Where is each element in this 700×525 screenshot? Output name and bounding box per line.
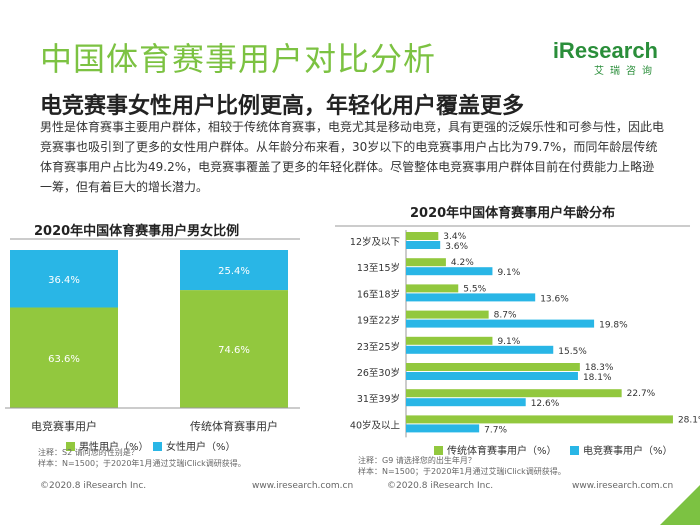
esports-data-label: 19.8% — [599, 321, 628, 331]
traditional-bar — [406, 258, 446, 267]
category-label: 12岁及以下 — [350, 236, 400, 248]
esports-bar — [406, 398, 526, 407]
traditional-bar — [406, 415, 673, 424]
traditional-bar — [406, 284, 459, 293]
gender-note-sample: 样本：N=1500；于2020年1月通过艾瑞iClick调研获得。 — [38, 459, 246, 468]
gender-chart-title-divider — [10, 238, 300, 240]
legend-swatch-traditional — [434, 446, 443, 455]
category-label: 13至15岁 — [357, 262, 400, 274]
traditional-data-label: 18.3% — [585, 363, 614, 373]
footer-url-left: www.iresearch.com.cn — [252, 481, 354, 491]
traditional-bar — [406, 232, 439, 240]
esports-data-label: 7.7% — [484, 425, 507, 435]
traditional-data-label: 5.5% — [463, 284, 486, 294]
legend-label-esports: 电竞赛事用户（%） — [583, 444, 673, 457]
male-bar-segment — [180, 290, 288, 408]
traditional-data-label: 8.7% — [494, 311, 517, 321]
esports-bar — [406, 319, 595, 328]
traditional-bar — [406, 389, 622, 398]
esports-bar — [406, 267, 493, 276]
traditional-bar — [406, 336, 493, 345]
legend-label-female: 女性用户（%） — [166, 440, 236, 453]
gender-chart-notes: 注释：S2 请问您的性别是？ 样本：N=1500；于2020年1月通过艾瑞iCl… — [38, 447, 246, 469]
age-note-question: 注释：G9 请选择您的出生年月？ — [358, 456, 476, 465]
esports-data-label: 3.6% — [445, 242, 468, 252]
page-title: 中国体育赛事用户对比分析 — [40, 40, 437, 78]
body-paragraph: 男性是体育赛事主要用户群体，相较于传统体育赛事，电竞尤其是移动电竞，具有更强的泛… — [40, 120, 665, 194]
traditional-data-label: 22.7% — [627, 389, 656, 399]
age-chart-notes: 注释：G9 请选择您的出生年月？ 样本：N=1500；于2020年1月通过艾瑞i… — [358, 455, 566, 477]
category-label: 传统体育赛事用户 — [190, 419, 278, 433]
category-label: 23至25岁 — [357, 341, 400, 353]
esports-data-label: 12.6% — [531, 399, 560, 409]
esports-data-label: 18.1% — [583, 373, 612, 383]
gender-chart-title: 2020年中国体育赛事用户男女比例 — [34, 224, 240, 239]
esports-bar — [406, 345, 554, 354]
traditional-data-label: 4.2% — [451, 258, 474, 268]
page-number: 25 — [675, 476, 692, 491]
iresearch-logo: iResearch 艾瑞咨询 — [553, 38, 658, 77]
category-label: 31至39岁 — [357, 393, 400, 405]
logo-main-text: iResearch — [552, 38, 658, 63]
age-note-sample: 样本：N=1500；于2020年1月通过艾瑞iClick调研获得。 — [358, 467, 566, 476]
traditional-bar — [406, 363, 580, 371]
legend-label-male: 男性用户（%） — [79, 440, 149, 453]
footer-copyright-right: ©2020.8 iResearch Inc. — [387, 481, 494, 491]
age-distribution-chart: 12岁及以下 3.4%3.6% 13至15岁 4.2% 9.1% 16至18岁 5.5% 13… — [350, 230, 700, 457]
age-chart-title-divider — [335, 225, 690, 227]
footer-copyright-left: ©2020.8 iResearch Inc. — [40, 481, 147, 491]
category-label: 电竞赛事用户 — [31, 419, 97, 433]
traditional-data-label: 28.1% — [678, 415, 700, 425]
category-label: 40岁及以上 — [350, 419, 401, 431]
esports-bar — [406, 424, 480, 433]
page-subtitle: 电竞赛事女性用户比例更高，年轻化用户覆盖更多 — [40, 94, 525, 119]
legend-swatch-male — [66, 442, 75, 451]
logo-sub-text: 艾瑞咨询 — [594, 66, 658, 77]
esports-bar — [406, 293, 536, 302]
age-chart-title: 2020年中国体育赛事用户年龄分布 — [410, 206, 616, 221]
female-bar-segment — [10, 250, 118, 308]
traditional-bar — [406, 310, 489, 319]
legend-swatch-esports — [570, 446, 579, 455]
category-label: 26至30岁 — [357, 367, 400, 379]
page-corner-triangle — [660, 485, 700, 525]
footer-url-right: www.iresearch.com.cn — [572, 481, 674, 491]
male-data-label: 63.6% — [48, 354, 80, 365]
esports-data-label: 9.1% — [497, 268, 520, 278]
esports-bar — [406, 241, 441, 249]
category-label: 16至18岁 — [357, 288, 400, 300]
female-data-label: 36.4% — [48, 275, 80, 286]
esports-data-label: 15.5% — [558, 347, 587, 357]
male-data-label: 74.6% — [218, 345, 250, 356]
female-bar-segment — [180, 250, 288, 291]
traditional-data-label: 3.4% — [443, 232, 466, 242]
traditional-data-label: 9.1% — [497, 337, 520, 347]
category-label: 19至22岁 — [357, 315, 400, 327]
male-bar-segment — [10, 307, 118, 408]
legend-swatch-female — [153, 442, 162, 451]
legend-label-traditional: 传统体育赛事用户（%） — [447, 444, 557, 457]
gender-note-question: 注释：S2 请问您的性别是？ — [38, 448, 139, 457]
esports-data-label: 13.6% — [540, 294, 569, 304]
gender-ratio-chart: 36.4% 63.6% 电竞赛事用户 25.4% 74.6% 传统体育赛事用户男性用户（%… — [5, 250, 300, 453]
esports-bar — [406, 372, 578, 380]
female-data-label: 25.4% — [218, 266, 250, 277]
